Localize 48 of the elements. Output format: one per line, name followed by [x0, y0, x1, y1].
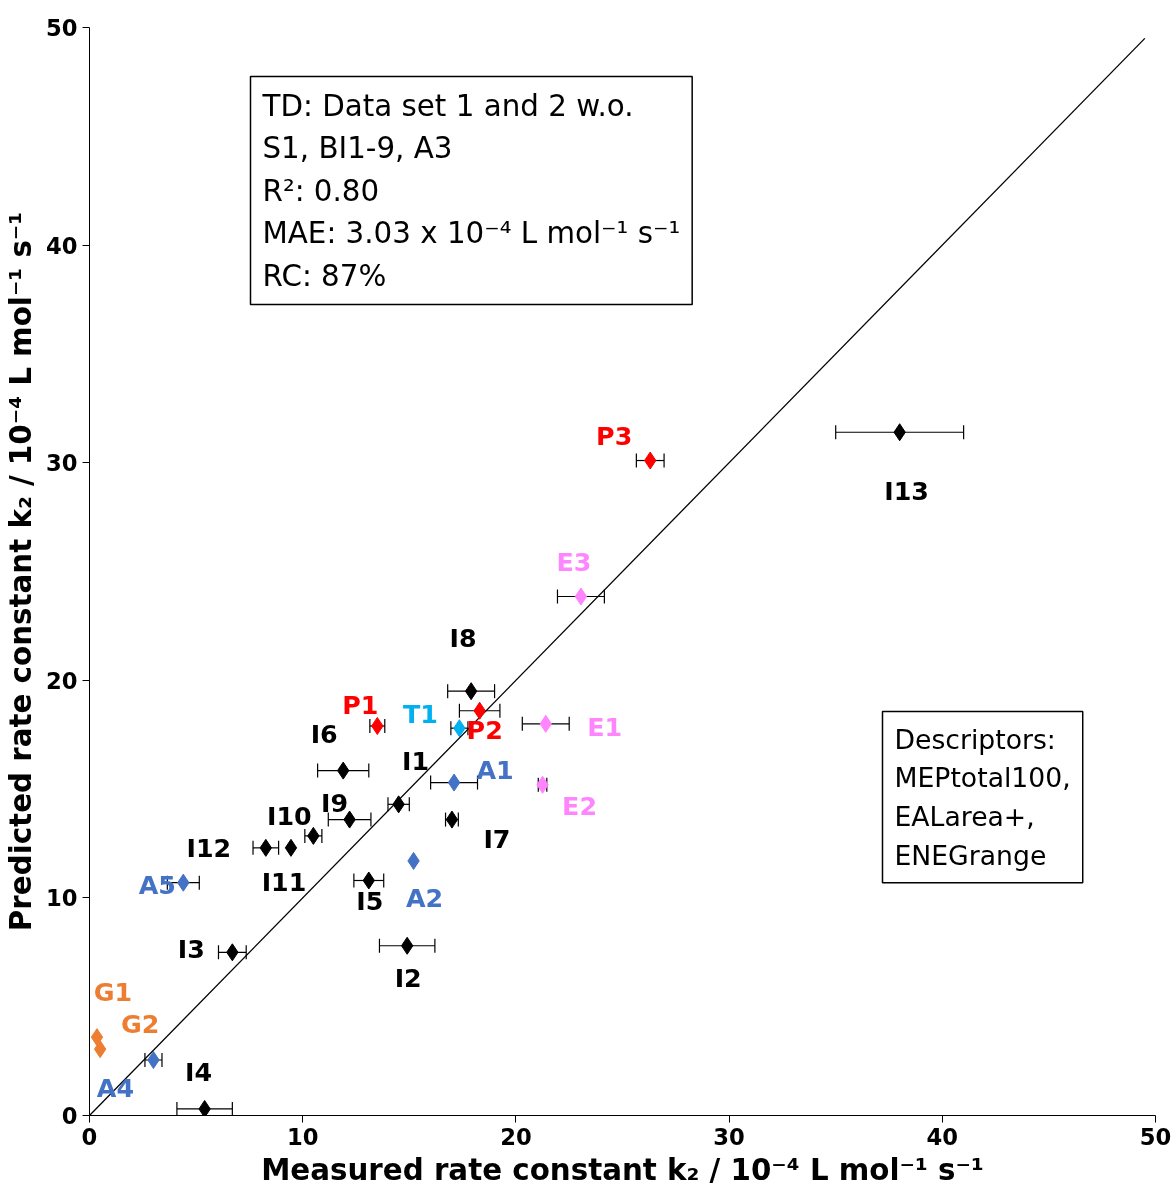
y-tick-label: 50	[45, 15, 78, 41]
x-tick-label: 0	[81, 1123, 98, 1150]
annotation: P3	[596, 420, 633, 451]
point	[447, 773, 461, 792]
annotation: G1	[93, 977, 133, 1008]
x-tick-label: 20	[500, 1123, 532, 1150]
annotation: A2	[405, 882, 444, 913]
annotation: I2	[394, 962, 422, 993]
point	[93, 1040, 107, 1059]
annotation: I1	[402, 746, 430, 777]
annotation: I8	[449, 623, 477, 654]
annotation: I12	[186, 832, 232, 863]
point	[90, 1028, 104, 1047]
y-tick-label: 0	[61, 1103, 78, 1129]
annotation: I10	[267, 800, 312, 831]
annotation: P2	[466, 714, 503, 745]
x-tick-label: 50	[1139, 1123, 1172, 1150]
annotation: I13	[884, 476, 929, 507]
annotation: TD: Data set 1 and 2 w.o. S1, BI1-9, A3 R²: 0.80 MAE: 3.03 x 10⁻⁴ L mol⁻¹ s⁻¹ RC: 87%	[261, 88, 681, 293]
annotation: G2	[120, 1009, 160, 1040]
y-tick-label: 40	[45, 232, 78, 259]
point	[574, 587, 588, 606]
x-tick-label: 40	[926, 1123, 959, 1150]
annotation: E2	[562, 790, 598, 821]
x-axis-title: Measured rate constant k₂ / 10⁻⁴ L mol⁻¹ s⁻¹	[261, 1152, 984, 1187]
annotation: I3	[177, 934, 205, 965]
point	[198, 1099, 211, 1116]
annotation: I5	[356, 886, 384, 917]
annotation: I9	[321, 787, 349, 818]
point	[284, 838, 298, 857]
y-tick-label: 30	[45, 450, 78, 477]
point	[464, 682, 478, 701]
annotation: P1	[342, 690, 379, 720]
annotation: T1	[402, 699, 438, 730]
annotation: E1	[587, 711, 623, 742]
annotation: A1	[476, 754, 514, 785]
annotation: I4	[185, 1056, 213, 1087]
x-tick-label: 30	[713, 1123, 745, 1150]
annotation: E3	[556, 546, 592, 577]
annotation: I11	[261, 866, 307, 897]
annotation: A5	[138, 869, 176, 900]
annotation: I7	[483, 823, 511, 854]
x-tick-label: 10	[286, 1123, 319, 1150]
annotation: I6	[310, 718, 338, 749]
y-axis-title: Predicted rate constant k₂ / 10⁻⁴ L mol⁻¹ s⁻¹	[3, 211, 38, 932]
y-tick-label: 20	[45, 667, 78, 694]
annotation: Descriptors: MEPtotal100, EALarea+, ENEGrange	[894, 723, 1071, 871]
y-tick-label: 10	[45, 885, 78, 912]
